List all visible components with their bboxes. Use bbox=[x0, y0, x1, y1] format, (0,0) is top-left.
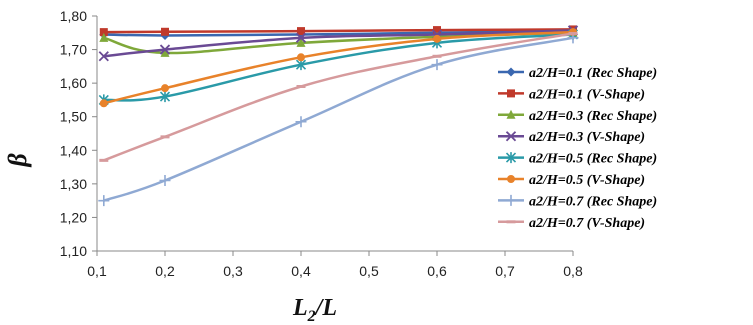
y-tick-label: 1,70 bbox=[60, 42, 87, 58]
data-point bbox=[433, 34, 441, 43]
data-point bbox=[296, 37, 306, 47]
data-point bbox=[161, 84, 169, 93]
y-tick-label: 1,20 bbox=[60, 209, 87, 225]
data-point bbox=[159, 91, 171, 103]
legend-label: a2/H=0.1 (V-Shape) bbox=[529, 87, 645, 102]
legend-marker bbox=[506, 67, 516, 77]
data-point bbox=[297, 53, 305, 62]
legend-label: a2/H=0.5 (V-Shape) bbox=[529, 173, 645, 188]
x-tick-label: 0,3 bbox=[223, 263, 243, 279]
legend-label: a2/H=0.3 (V-Shape) bbox=[529, 130, 645, 145]
data-point bbox=[159, 44, 171, 55]
data-point bbox=[99, 32, 109, 42]
x-axis-title: L2/L bbox=[292, 295, 337, 325]
legend-marker bbox=[506, 220, 516, 224]
series-line bbox=[103, 33, 574, 102]
y-tick-label: 1,80 bbox=[60, 8, 87, 24]
legend-label: a2/H=0.5 (Rec Shape) bbox=[529, 152, 657, 167]
series-line bbox=[103, 28, 574, 34]
legend-label: a2/H=0.3 (Rec Shape) bbox=[529, 109, 657, 124]
y-tick-label: 1,40 bbox=[60, 142, 87, 158]
y-tick-label: 1,60 bbox=[60, 75, 87, 91]
x-tick-label: 0,6 bbox=[427, 263, 447, 279]
x-tick-label: 0,4 bbox=[291, 263, 311, 279]
x-tick-label: 0,8 bbox=[563, 263, 583, 279]
data-point bbox=[431, 59, 443, 71]
plot-area: 1,10 1,20 1,30 1,40 1,50 1,60 1,70 1,80 0,1 0,2 0,… bbox=[60, 8, 583, 279]
y-axis-title: β bbox=[3, 153, 32, 168]
x-axis-title-tail: /L bbox=[314, 295, 337, 321]
data-point bbox=[295, 116, 307, 128]
series-line bbox=[103, 36, 574, 202]
series-line bbox=[103, 30, 574, 105]
data-point bbox=[160, 135, 170, 139]
data-point bbox=[160, 47, 170, 57]
legend-marker bbox=[507, 175, 515, 183]
legend-marker bbox=[505, 131, 517, 142]
x-axis-title-main: L bbox=[292, 295, 308, 321]
series-line bbox=[103, 29, 574, 58]
x-tick-label: 0,5 bbox=[359, 263, 379, 279]
legend-marker bbox=[507, 89, 515, 98]
y-tick-label: 1,10 bbox=[60, 243, 87, 259]
x-tick-label: 0,2 bbox=[155, 263, 175, 279]
y-axis-title-group: β bbox=[3, 153, 32, 168]
legend-label: a2/H=0.7 (V-Shape) bbox=[529, 216, 645, 231]
data-point bbox=[99, 28, 108, 37]
data-point bbox=[433, 26, 441, 35]
y-tick-label: 1,50 bbox=[60, 109, 87, 125]
data-point bbox=[159, 175, 171, 186]
data-point bbox=[295, 32, 307, 43]
legend-label: a2/H=0.1 (Rec Shape) bbox=[529, 66, 657, 81]
data-point bbox=[296, 85, 306, 88]
legend-marker bbox=[505, 152, 517, 164]
x-tick-label: 0,7 bbox=[495, 263, 515, 279]
y-tick-label: 1,30 bbox=[60, 176, 87, 192]
data-point bbox=[99, 158, 109, 162]
data-point bbox=[568, 31, 578, 35]
data-point bbox=[98, 51, 109, 62]
legend-marker bbox=[506, 109, 516, 119]
data-point bbox=[161, 27, 169, 36]
data-point bbox=[99, 99, 108, 108]
legend: a2/H=0.1 (Rec Shape) a2/H=0.1 (V-Shape) a2… bbox=[498, 66, 657, 231]
data-point bbox=[98, 195, 110, 207]
x-axis-title-subscript: 2 bbox=[307, 308, 316, 325]
x-tick-label: 0,1 bbox=[87, 263, 107, 279]
data-point bbox=[297, 27, 305, 36]
legend-marker bbox=[505, 194, 517, 206]
legend-label: a2/H=0.7 (Rec Shape) bbox=[529, 194, 657, 209]
data-point bbox=[432, 54, 442, 58]
